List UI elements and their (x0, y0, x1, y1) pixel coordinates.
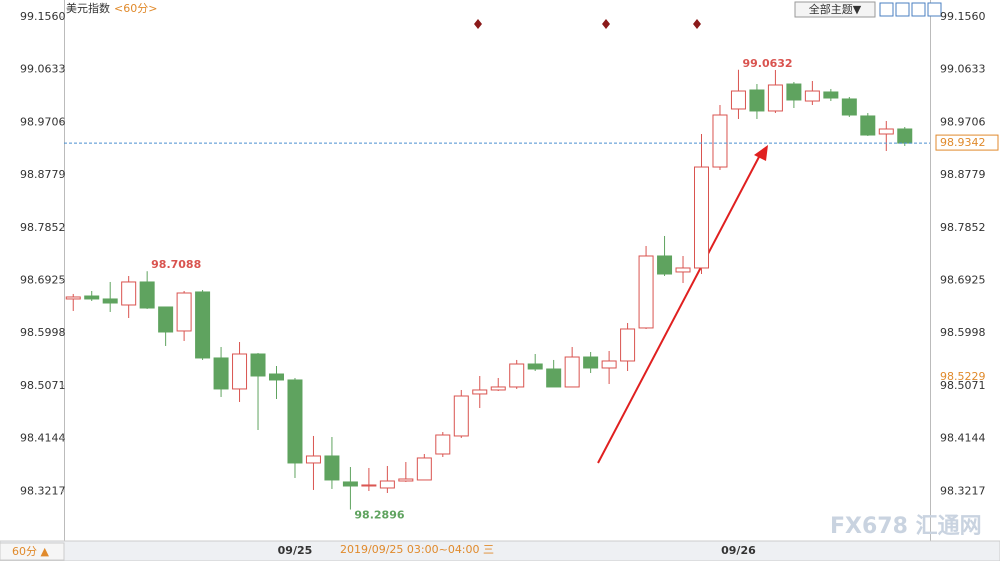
candle-body (841, 98, 857, 116)
y-tick-label: 98.4144 (20, 432, 66, 445)
y2-tick-label: 98.7852 (940, 221, 986, 234)
last-price-box (935, 134, 999, 151)
high-label: 98.7088 (151, 258, 201, 271)
y-tick-label: 99.1560 (20, 10, 66, 23)
candle-body (730, 90, 746, 110)
candle-body (749, 89, 765, 112)
arrow-line (597, 154, 761, 464)
candle-body (694, 166, 709, 269)
period-label[interactable]: <60分> (114, 2, 157, 15)
y2-tick-label: 99.0633 (940, 63, 986, 76)
candle-body (564, 356, 580, 388)
tool-icon[interactable] (879, 2, 894, 17)
candle-body (102, 298, 118, 304)
candle-body (472, 389, 488, 395)
period-button[interactable]: 60分 ▲ (12, 545, 49, 558)
x-tick-label: 09/25 (278, 544, 313, 557)
candle-body (786, 83, 802, 101)
candle-body (121, 281, 137, 306)
candle-body (897, 128, 913, 144)
y-tick-label: 98.6925 (20, 273, 66, 286)
candle-body (860, 115, 876, 136)
tool-icon[interactable] (911, 2, 926, 17)
y-tick-label: 98.7852 (20, 221, 66, 234)
y2-tick-label: 99.1560 (940, 10, 986, 23)
y2-tick-label: 98.5071 (940, 379, 986, 392)
y-tick-label: 98.3217 (20, 484, 66, 497)
candle-body (139, 281, 155, 309)
event-markers (474, 19, 701, 29)
low-label: 98.2896 (354, 509, 404, 522)
candle-body (269, 373, 284, 381)
event-marker[interactable] (474, 19, 482, 29)
candle-body (232, 353, 248, 390)
candle-body (287, 379, 303, 464)
period-button-box[interactable] (0, 542, 65, 561)
candle-body (509, 363, 525, 388)
y-tick-label: 98.9706 (20, 115, 66, 128)
candle-body (583, 356, 599, 369)
candle-body (767, 84, 783, 112)
y2-tick-label: 98.4144 (940, 432, 986, 445)
tool-icon[interactable] (927, 2, 942, 17)
candle-body (490, 386, 506, 391)
crosshair-label: 98.5229 (940, 370, 986, 383)
y2-tick-label: 98.3217 (940, 484, 986, 497)
candle-body (453, 395, 469, 437)
y2-tick-label: 98.6925 (940, 273, 986, 286)
candle-body (379, 480, 395, 489)
candle-body (601, 360, 617, 369)
x-tick-label: 09/26 (721, 544, 756, 557)
candle-body (712, 114, 728, 168)
last-price-label: 98.9342 (940, 136, 986, 149)
candle-body (620, 328, 636, 362)
y-tick-label: 98.5998 (20, 326, 66, 339)
theme-button-box[interactable] (794, 1, 876, 18)
candle-body (416, 457, 432, 481)
candle-body (250, 353, 266, 377)
candle-body (675, 267, 691, 273)
y-tick-label: 98.8779 (20, 168, 66, 181)
candle-body (361, 484, 377, 487)
y-tick-label: 99.0633 (20, 63, 66, 76)
y-tick-label: 98.5071 (20, 379, 66, 392)
event-marker[interactable] (693, 19, 701, 29)
candle-body (638, 255, 654, 329)
candle-body (657, 255, 673, 275)
y2-tick-label: 98.5998 (940, 326, 986, 339)
candle-body (527, 363, 543, 370)
candle-body (342, 481, 358, 487)
candle-body (195, 291, 211, 359)
chart-title: 美元指数 (66, 1, 110, 15)
event-marker[interactable] (602, 19, 610, 29)
candle-body (823, 91, 839, 99)
candle-body (546, 368, 562, 388)
candle-body (176, 292, 192, 332)
candle-body (878, 128, 894, 135)
candle-body (213, 357, 229, 390)
footer-time: 2019/09/25 03:00~04:00 三 (340, 543, 494, 556)
arrow-head (754, 145, 768, 161)
candle-body (324, 455, 340, 481)
y2-tick-label: 98.8779 (940, 168, 986, 181)
candle-body (305, 455, 321, 464)
tool-icon[interactable] (895, 2, 910, 17)
candle-body (804, 90, 820, 102)
x-axis-bar (0, 540, 1000, 561)
candle-body (158, 306, 174, 333)
watermark: FX678 汇通网 (830, 514, 982, 539)
toolbar (879, 2, 942, 17)
candle-body (398, 478, 414, 482)
candle-body (65, 296, 81, 300)
candle-body (84, 295, 100, 300)
y2-tick-label: 98.9706 (940, 115, 986, 128)
high-label: 99.0632 (742, 57, 792, 70)
theme-button[interactable]: 全部主题▼ (809, 2, 862, 16)
trend-arrow (597, 145, 768, 464)
candle-body (435, 434, 451, 455)
